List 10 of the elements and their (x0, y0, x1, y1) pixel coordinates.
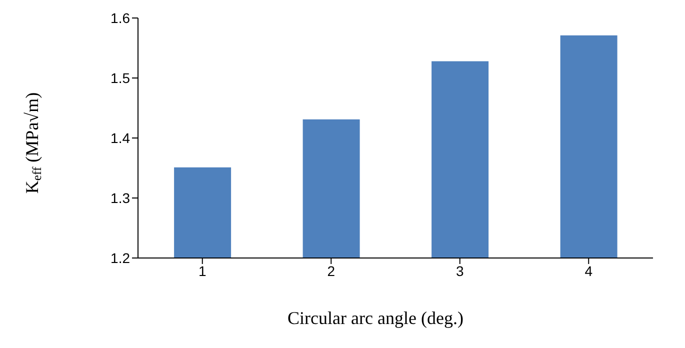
x-tick-label: 2 (327, 262, 336, 279)
x-axis-title: Circular arc angle (deg.) (288, 308, 464, 328)
y-tick-label: 1.5 (110, 70, 130, 86)
y-tick-label: 1.4 (110, 130, 130, 146)
y-tick-label: 1.3 (110, 190, 130, 206)
y-tick-label: 1.2 (110, 250, 130, 266)
x-tick-label: 3 (456, 262, 464, 279)
y-tick-label: 1.6 (110, 10, 130, 26)
x-tick-label: 4 (584, 262, 593, 279)
x-tick-label: 1 (198, 262, 206, 279)
